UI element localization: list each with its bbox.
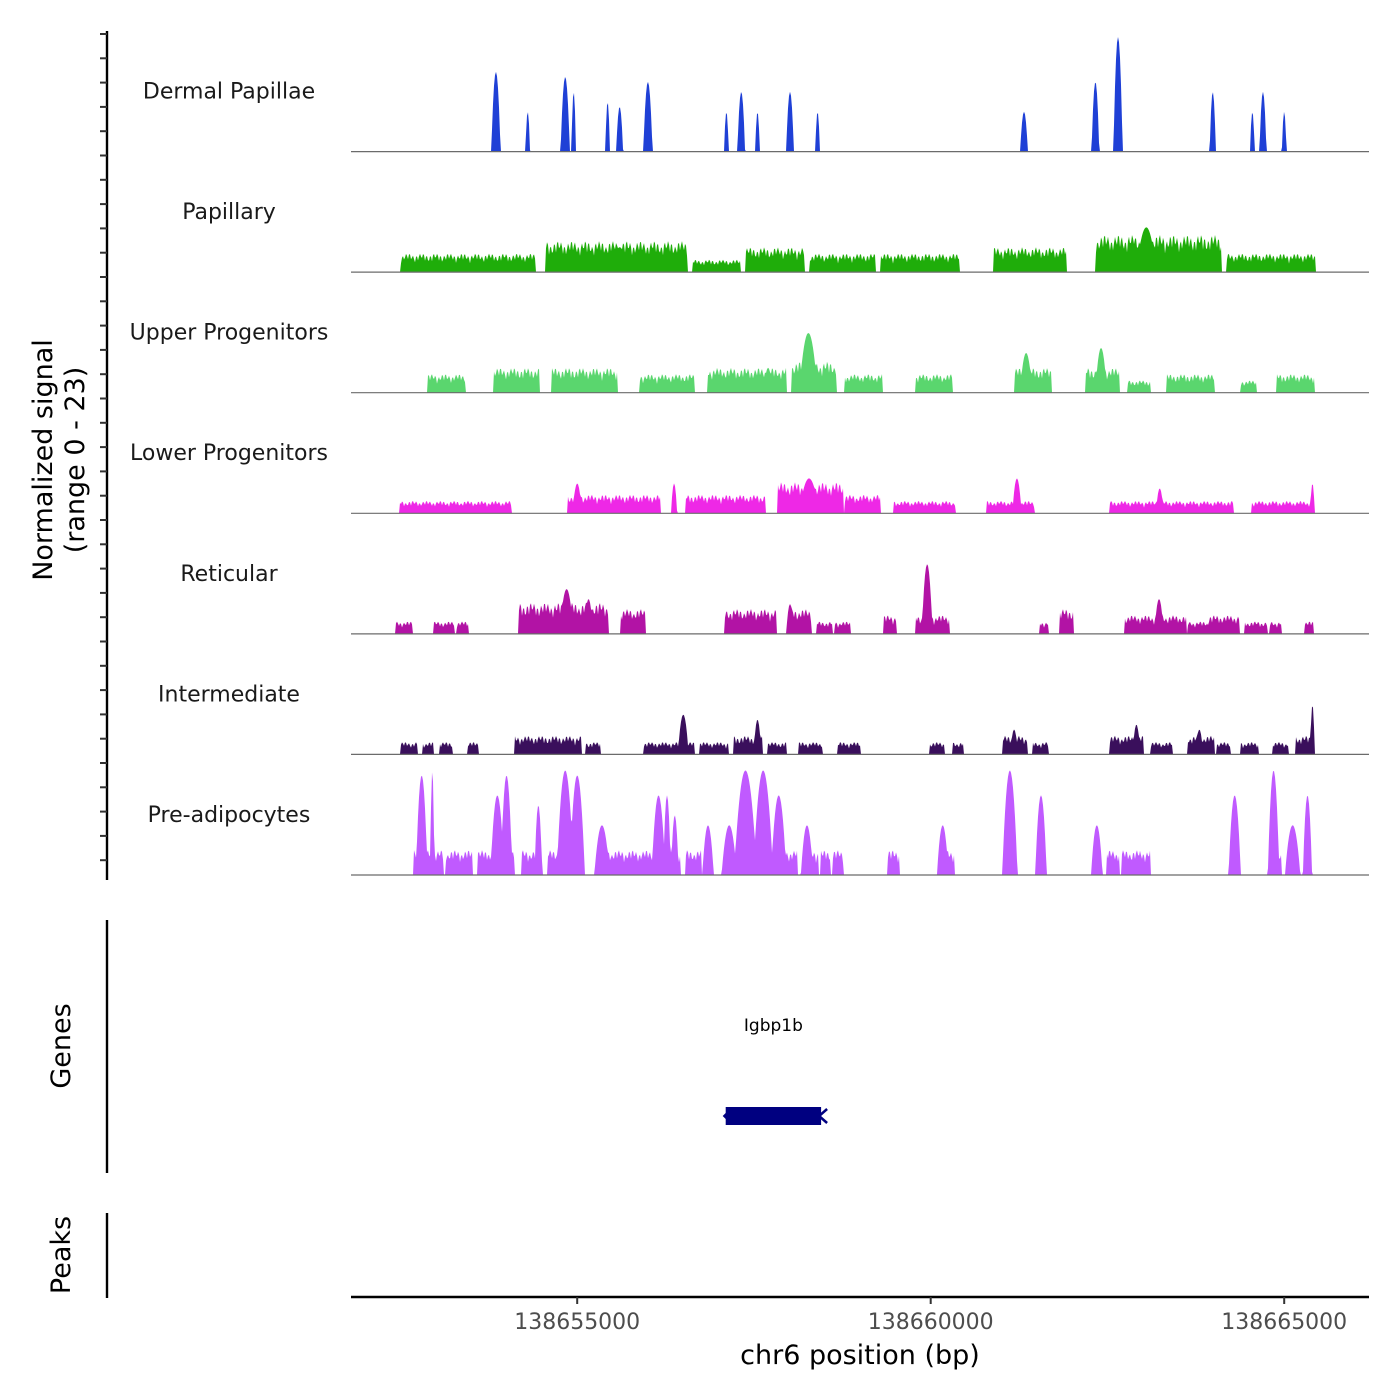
gene-exon	[725, 1107, 822, 1125]
gene-strand-arrow	[817, 1108, 828, 1124]
y-axis-title-line2: (range 0 - 23)	[60, 367, 91, 554]
track-label-6: Pre-adipocytes	[148, 803, 311, 828]
gene-label: Igbp1b	[744, 1016, 803, 1036]
x-axis-title: chr6 position (bp)	[740, 1340, 980, 1371]
track-area-4	[351, 564, 1369, 634]
x-tick-label-0: 138655000	[514, 1310, 640, 1335]
track-label-3: Lower Progenitors	[130, 441, 328, 466]
track-label-0: Dermal Papillae	[143, 80, 315, 105]
x-tick-label-2: 138665000	[1221, 1310, 1347, 1335]
y-axis-title-line1: Normalized signal	[28, 339, 59, 581]
track-0: Dermal Papillae	[143, 37, 1369, 153]
gene-body	[722, 1107, 828, 1125]
track-area-0	[351, 37, 1369, 152]
track-label-4: Reticular	[180, 562, 278, 587]
y-axis-ticks	[100, 33, 107, 862]
track-4: Reticular	[180, 562, 1369, 635]
track-area-3	[351, 478, 1369, 514]
track-area-5	[351, 706, 1369, 755]
track-6: Pre-adipocytes	[148, 770, 1369, 876]
track-label-1: Papillary	[182, 200, 276, 225]
track-area-1	[351, 227, 1369, 273]
track-3: Lower Progenitors	[130, 441, 1369, 514]
gene-start-cap	[722, 1109, 730, 1123]
track-label-2: Upper Progenitors	[130, 321, 329, 346]
track-5: Intermediate	[158, 682, 1369, 756]
track-area-6	[351, 770, 1369, 875]
track-1: Papillary	[182, 200, 1369, 273]
track-area-2	[351, 333, 1369, 393]
x-axis-ticks: 138655000 138660000 138665000	[514, 1297, 1347, 1335]
track-2: Upper Progenitors	[130, 321, 1369, 394]
x-tick-label-1: 138660000	[868, 1310, 994, 1335]
genes-title: Genes	[46, 1003, 77, 1088]
peaks-title: Peaks	[46, 1216, 77, 1294]
coverage-tracks: Dermal Papillae Papillary Upper Progenitor…	[130, 37, 1369, 876]
track-label-5: Intermediate	[158, 682, 300, 707]
y-axis-title: Normalized signal (range 0 - 23)	[28, 339, 91, 581]
